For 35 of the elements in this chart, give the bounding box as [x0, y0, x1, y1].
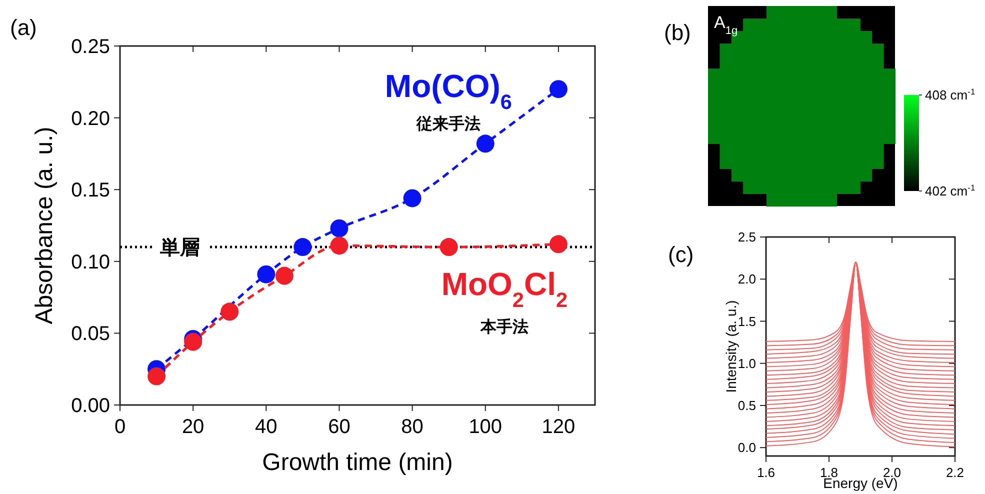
color-bar-label: 402 cm$^{-1}$ [925, 182, 976, 199]
chart-title: (a) [10, 15, 37, 40]
y-tick-label: 1.0 [738, 356, 756, 371]
x-tick-label: 2.2 [946, 465, 964, 480]
annotation: A$_{1g}$ [714, 13, 738, 37]
y-tick-label: 0.15 [71, 180, 110, 202]
x-tick-label: 100 [468, 416, 502, 438]
y-tick-label: 0.20 [71, 108, 110, 130]
x-tick-label: 1.6 [756, 465, 776, 480]
y-tick-label: 2.5 [738, 230, 756, 245]
y-tick-label: 0.0 [738, 440, 756, 456]
chart-title: (c) [668, 242, 694, 267]
annotation: 本手法 [479, 318, 528, 336]
x-tick-label: 20 [182, 416, 204, 438]
y-tick-label: 2.0 [738, 272, 756, 287]
series-label: MoO$_{2}$Cl$_{2}$ [441, 266, 568, 312]
x-axis-title: Growth time (min) [262, 449, 453, 476]
y-tick-label: 0.25 [71, 36, 110, 58]
y-tick-label: 0.5 [738, 398, 756, 414]
annotation: 従来手法 [415, 115, 480, 134]
series-label: Mo(CO)$_{6}$ [384, 68, 512, 114]
y-axis-title: Absorbance (a. u.) [31, 126, 58, 324]
y-tick-label: 0.00 [71, 395, 110, 417]
ref-line-label: 単層 [159, 237, 200, 260]
x-tick-label: 80 [401, 416, 424, 438]
color-bar-label: 408 cm$^{-1}$ [925, 86, 976, 103]
x-tick-label: 40 [255, 416, 278, 438]
y-axis-title: Intensity (a. u.) [723, 300, 739, 393]
y-tick-label: 1.5 [738, 314, 756, 329]
x-tick-label: 0 [114, 416, 126, 438]
x-tick-label: 60 [328, 416, 350, 438]
y-tick-label: 0.10 [71, 251, 110, 274]
y-tick-label: 0.05 [71, 323, 110, 346]
text: (b) [664, 20, 691, 45]
x-tick-label: 120 [542, 416, 576, 438]
